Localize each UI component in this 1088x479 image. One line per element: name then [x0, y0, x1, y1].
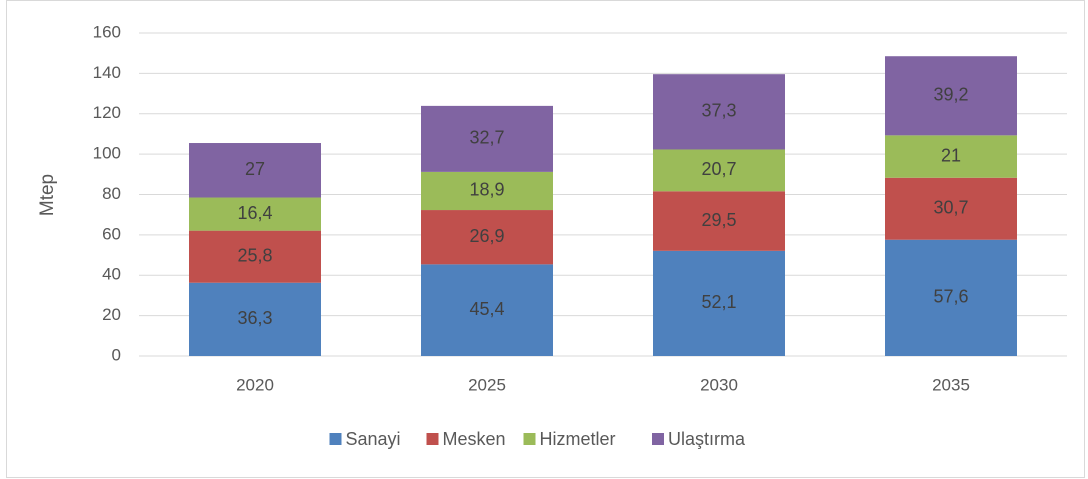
data-label: 57,6 — [933, 287, 968, 307]
y-axis-label: Mtep — [37, 174, 58, 216]
y-tick-label: 0 — [112, 345, 121, 364]
x-tick-label: 2025 — [468, 375, 506, 394]
data-label: 20,7 — [701, 159, 736, 179]
data-label: 16,4 — [237, 203, 272, 223]
bar-segment — [653, 250, 785, 356]
bar-segment — [653, 74, 785, 150]
data-label: 52,1 — [701, 292, 736, 312]
legend-label: Ulaştırma — [668, 429, 746, 449]
legend-swatch — [652, 433, 664, 445]
data-label: 25,8 — [237, 245, 272, 265]
legend-swatch — [523, 433, 536, 445]
legend-label: Mesken — [443, 429, 506, 449]
y-tick-label: 20 — [102, 305, 121, 324]
data-label: 27 — [245, 159, 265, 179]
y-tick-label: 60 — [102, 224, 121, 243]
y-tick-label: 100 — [93, 144, 121, 163]
bar-segment — [421, 264, 553, 356]
bar-segment — [885, 135, 1017, 178]
bar-segment — [421, 171, 553, 211]
bar-segment — [189, 282, 321, 356]
bar-segment — [189, 143, 321, 198]
bar-segment — [421, 105, 553, 172]
data-label: 36,3 — [237, 308, 272, 328]
data-label: 18,9 — [469, 180, 504, 200]
y-tick-label: 160 — [93, 22, 121, 41]
bar-segment — [653, 191, 785, 251]
bar-segment — [885, 239, 1017, 356]
data-label: 32,7 — [469, 128, 504, 148]
data-label: 45,4 — [469, 299, 504, 319]
data-label: 39,2 — [933, 85, 968, 105]
legend-label: Hizmetler — [540, 429, 616, 449]
data-label: 21 — [941, 145, 961, 165]
legend-label: Sanayi — [346, 429, 401, 449]
legend-swatch — [329, 433, 342, 445]
bar-segment — [189, 197, 321, 231]
bar-segment — [885, 56, 1017, 136]
bar-segment — [421, 210, 553, 265]
data-label: 37,3 — [701, 101, 736, 121]
x-tick-label: 2035 — [932, 375, 970, 394]
bar-segment — [653, 149, 785, 192]
y-tick-label: 120 — [93, 103, 121, 122]
data-label: 26,9 — [469, 226, 504, 246]
y-tick-label: 140 — [93, 63, 121, 82]
bar-segment — [885, 177, 1017, 240]
y-tick-label: 80 — [102, 184, 121, 203]
legend-swatch — [426, 433, 439, 445]
y-tick-label: 40 — [102, 265, 121, 284]
data-label: 30,7 — [933, 197, 968, 217]
bar-segment — [189, 230, 321, 283]
data-label: 29,5 — [701, 210, 736, 230]
x-tick-label: 2030 — [700, 375, 738, 394]
x-tick-label: 2020 — [236, 375, 274, 394]
